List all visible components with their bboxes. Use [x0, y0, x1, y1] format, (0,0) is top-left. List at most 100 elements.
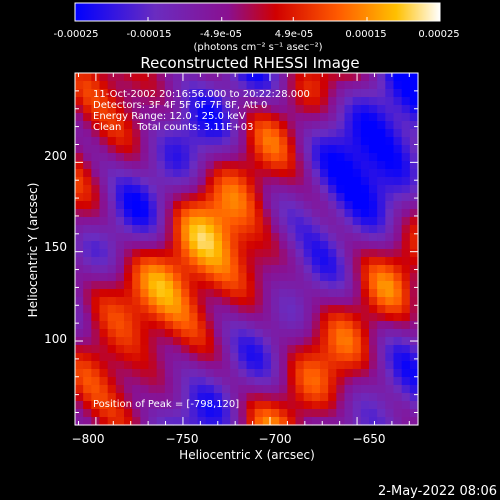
heatmap-cell [279, 353, 288, 362]
heatmap-cell [189, 209, 199, 218]
heatmap-cell [336, 193, 346, 202]
heatmap-cell [140, 249, 150, 258]
heatmap-cell [262, 329, 272, 338]
heatmap-cell [320, 81, 329, 90]
heatmap-cell [409, 281, 419, 290]
heatmap-cell [409, 201, 419, 210]
heatmap-cell [295, 241, 305, 250]
heatmap-cell [344, 305, 354, 314]
heatmap-cell [115, 217, 125, 226]
heatmap-cell [254, 401, 264, 410]
heatmap-cell [279, 209, 288, 218]
heatmap-cell [262, 113, 272, 122]
heatmap-cell [99, 369, 109, 378]
heatmap-cell [295, 353, 305, 362]
heatmap-cell [230, 265, 239, 274]
heatmap-cell [205, 393, 215, 402]
heatmap-cell [344, 201, 354, 210]
heatmap-cell [320, 329, 329, 338]
heatmap-cell [164, 177, 174, 186]
heatmap-cell [99, 265, 109, 274]
heatmap-cell [320, 201, 329, 210]
heatmap-cell [83, 329, 92, 338]
heatmap-cell [213, 313, 223, 322]
heatmap-cell [385, 409, 395, 418]
heatmap-cell [295, 225, 305, 234]
heatmap-cell [295, 217, 305, 226]
heatmap-cell [181, 281, 190, 290]
heatmap-cell [344, 385, 354, 394]
heatmap-cell [303, 249, 313, 258]
heatmap-cell [83, 233, 92, 242]
heatmap-cell [222, 233, 231, 242]
heatmap-cell [91, 89, 101, 98]
heatmap-cell [393, 409, 403, 418]
heatmap-cell [173, 257, 182, 266]
heatmap-cell [91, 233, 101, 242]
heatmap-cell [75, 81, 84, 90]
heatmap-cell [213, 257, 223, 266]
heatmap-cell [124, 241, 133, 250]
heatmap-cell [132, 217, 141, 226]
heatmap-cell [197, 345, 207, 354]
heatmap-cell [173, 217, 182, 226]
heatmap-cell [140, 337, 150, 346]
heatmap-cell [75, 345, 84, 354]
heatmap-cell [311, 417, 321, 426]
heatmap-cell [344, 297, 354, 306]
heatmap-cell [262, 209, 272, 218]
heatmap-cell [213, 73, 223, 82]
heatmap-cell [262, 297, 272, 306]
heatmap-cell [303, 289, 313, 298]
axis-ticks [75, 72, 418, 425]
heatmap-cell [320, 385, 329, 394]
heatmap-cell [385, 393, 395, 402]
heatmap-cell [303, 161, 313, 170]
heatmap-cell [115, 249, 125, 258]
heatmap-cell [91, 305, 101, 314]
heatmap-cell [83, 385, 92, 394]
heatmap-cell [287, 81, 297, 90]
heatmap-cell [401, 105, 411, 114]
heatmap-cell [91, 273, 101, 282]
heatmap-cell [311, 273, 321, 282]
heatmap-cell [213, 185, 223, 194]
heatmap-cell [279, 193, 288, 202]
heatmap-cell [320, 89, 329, 98]
heatmap-cell [91, 289, 101, 298]
heatmap-cell [377, 281, 386, 290]
heatmap-cell [140, 137, 150, 146]
heatmap-cell [303, 353, 313, 362]
heatmap-cell [246, 337, 256, 346]
heatmap-cell [385, 113, 395, 122]
heatmap-cell [352, 313, 362, 322]
heatmap-cell [271, 265, 280, 274]
heatmap-cell [99, 121, 109, 130]
heatmap-cell [148, 193, 158, 202]
heatmap-cell [246, 265, 256, 274]
heatmap-cell [279, 361, 288, 370]
heatmap-cell [222, 161, 231, 170]
heatmap-cell [328, 185, 337, 194]
heatmap-cell [287, 153, 297, 162]
heatmap-cell [246, 417, 256, 426]
heatmap-cell [156, 289, 166, 298]
heatmap-cell [181, 257, 190, 266]
heatmap-cell [377, 321, 386, 330]
heatmap-cell [197, 233, 207, 242]
heatmap-cell [271, 129, 280, 138]
heatmap-cell [279, 89, 288, 98]
heatmap-cell [377, 369, 386, 378]
heatmap-cell [124, 281, 133, 290]
heatmap-cell [409, 121, 419, 130]
heatmap-cell [99, 337, 109, 346]
heatmap-cell [344, 177, 354, 186]
heatmap-cell [91, 137, 101, 146]
heatmap-cell [352, 225, 362, 234]
heatmap-cell [213, 385, 223, 394]
heatmap-cell [205, 385, 215, 394]
heatmap-cell [279, 73, 288, 82]
heatmap-cell [238, 321, 248, 330]
annotation-energy: Energy Range: 12.0 - 25.0 keV [93, 111, 246, 122]
heatmap-cell [246, 289, 256, 298]
